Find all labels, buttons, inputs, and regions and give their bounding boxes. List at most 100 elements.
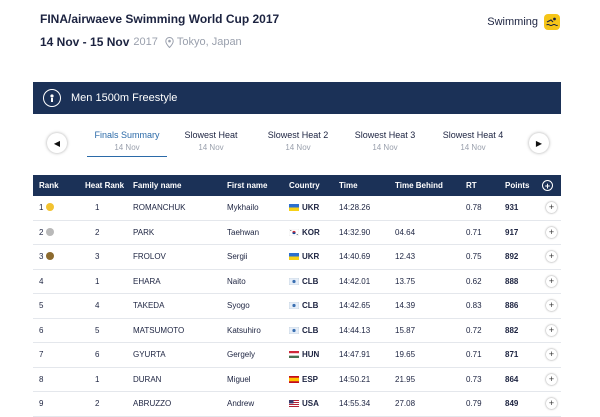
header-expand-all[interactable]: + bbox=[536, 175, 561, 196]
cell-family-name: ROMANCHUK bbox=[127, 196, 221, 221]
cell-first-name: Sergii bbox=[221, 244, 283, 270]
cell-country: CLB bbox=[283, 293, 333, 319]
cell-heat-rank: 1 bbox=[79, 367, 127, 392]
cell-expand[interactable]: + bbox=[536, 269, 561, 294]
plus-icon: + bbox=[546, 226, 557, 238]
chevron-left-icon: ◀ bbox=[53, 138, 61, 148]
cell-rank: 1 bbox=[33, 196, 79, 221]
cell-rank: 2 bbox=[33, 220, 79, 245]
cell-points: 892 bbox=[499, 244, 536, 270]
cell-expand[interactable]: + bbox=[536, 293, 561, 319]
cell-country: HUN bbox=[283, 342, 333, 368]
cell-first-name: Andrew bbox=[221, 391, 283, 417]
cell-expand[interactable]: + bbox=[536, 342, 561, 368]
cell-rt: 0.79 bbox=[460, 391, 499, 417]
medal-icon bbox=[46, 252, 55, 261]
cell-expand[interactable]: + bbox=[536, 367, 561, 392]
cell-country: ESP bbox=[283, 367, 333, 392]
country-flag-icon bbox=[289, 399, 302, 408]
tab-slowest-heat-4[interactable]: Slowest Heat 4 14 Nov bbox=[434, 130, 512, 152]
tab-date: 14 Nov bbox=[198, 143, 224, 152]
cell-heat-rank: 3 bbox=[79, 244, 127, 270]
event-location: Tokyo, Japan bbox=[176, 36, 242, 48]
heat-rank-value: 3 bbox=[95, 252, 100, 262]
tab-label: Finals Summary bbox=[94, 130, 160, 140]
tab-slowest-heat[interactable]: Slowest Heat 14 Nov bbox=[176, 130, 246, 152]
cell-expand[interactable]: + bbox=[536, 220, 561, 245]
table-row[interactable]: 7 6 GYURTA Gergely HUN 14:47.91 19.65 0.… bbox=[33, 342, 561, 368]
table-row[interactable]: 6 5 MATSUMOTO Katsuhiro CLB 14:44.13 15.… bbox=[33, 318, 561, 343]
country-code: CLB bbox=[302, 325, 319, 335]
location-pin-icon bbox=[165, 36, 174, 48]
rank-value: 9 bbox=[39, 399, 44, 409]
cell-family-name: EHARA bbox=[127, 269, 221, 294]
country-code: CLB bbox=[302, 276, 319, 286]
table-header-row: Rank Heat Rank Family name First name Co… bbox=[33, 175, 561, 196]
country-flag-icon bbox=[289, 277, 302, 286]
cell-heat-rank: 4 bbox=[79, 293, 127, 319]
tab-slowest-heat-3[interactable]: Slowest Heat 3 14 Nov bbox=[346, 130, 424, 152]
event-header: FINA/airwaeve Swimming World Cup 2017 14… bbox=[40, 12, 560, 62]
cell-rt: 0.73 bbox=[460, 367, 499, 392]
race-title-bar: Men 1500m Freestyle bbox=[33, 82, 561, 114]
country-code: UKR bbox=[302, 203, 320, 213]
country-flag-icon bbox=[289, 301, 302, 310]
tab-label: Slowest Heat 4 bbox=[442, 130, 504, 140]
tab-slowest-heat-2[interactable]: Slowest Heat 2 14 Nov bbox=[259, 130, 337, 152]
cell-expand[interactable]: + bbox=[536, 244, 561, 270]
cell-first-name: Katsuhiro bbox=[221, 318, 283, 343]
table-row[interactable]: 3 3 FROLOV Sergii UKR 14:40.69 12.43 0.7… bbox=[33, 244, 561, 270]
cell-time: 14:42.65 bbox=[333, 293, 389, 319]
header-heat-rank: Heat Rank bbox=[85, 181, 125, 190]
heat-rank-value: 1 bbox=[95, 276, 100, 286]
cell-expand[interactable]: + bbox=[536, 196, 561, 221]
cell-time-behind: 13.75 bbox=[389, 269, 460, 294]
cell-country: CLB bbox=[283, 318, 333, 343]
header-family-name: Family name bbox=[133, 181, 182, 190]
cell-points: 864 bbox=[499, 367, 536, 392]
plus-icon: + bbox=[546, 324, 557, 336]
sport-label[interactable]: Swimming bbox=[487, 14, 560, 30]
sport-name: Swimming bbox=[487, 16, 538, 28]
plus-icon: + bbox=[546, 202, 557, 214]
heat-tabs: ◀ Finals Summary 14 Nov Slowest Heat 14 … bbox=[33, 122, 561, 170]
cell-points: 886 bbox=[499, 293, 536, 319]
cell-heat-rank: 1 bbox=[79, 196, 127, 221]
tab-finals-summary[interactable]: Finals Summary 14 Nov bbox=[87, 130, 167, 157]
tabs-prev-button[interactable]: ◀ bbox=[47, 133, 67, 153]
cell-rank: 7 bbox=[33, 342, 79, 368]
heat-rank-value: 6 bbox=[95, 350, 100, 360]
tabs-next-button[interactable]: ▶ bbox=[529, 133, 549, 153]
cell-rank: 6 bbox=[33, 318, 79, 343]
table-row[interactable]: 9 2 ABRUZZO Andrew USA 14:55.34 27.08 0.… bbox=[33, 391, 561, 417]
table-row[interactable]: 8 1 DURAN Miguel ESP 14:50.21 21.95 0.73… bbox=[33, 367, 561, 392]
header-time: Time bbox=[339, 181, 358, 190]
tab-date: 14 Nov bbox=[285, 143, 311, 152]
event-dates-location: 14 Nov - 15 Nov 2017 Tokyo, Japan bbox=[40, 35, 560, 49]
cell-heat-rank: 2 bbox=[79, 220, 127, 245]
cell-rt: 0.71 bbox=[460, 342, 499, 368]
country-flag-icon bbox=[289, 375, 302, 384]
cell-time-behind: 12.43 bbox=[389, 244, 460, 270]
cell-time: 14:32.90 bbox=[333, 220, 389, 245]
cell-rank: 5 bbox=[33, 293, 79, 319]
table-row[interactable]: 4 1 EHARA Naito CLB 14:42.01 13.75 0.62 … bbox=[33, 269, 561, 294]
cell-expand[interactable]: + bbox=[536, 391, 561, 417]
plus-icon: + bbox=[546, 300, 557, 312]
cell-first-name: Miguel bbox=[221, 367, 283, 392]
rank-value: 1 bbox=[39, 203, 44, 213]
table-row[interactable]: 1 1 ROMANCHUK Mykhailo UKR 14:28.26 0.78… bbox=[33, 196, 561, 221]
cell-expand[interactable]: + bbox=[536, 318, 561, 343]
country-flag-icon bbox=[289, 252, 302, 261]
cell-country: UKR bbox=[283, 196, 333, 221]
cell-time-behind: 14.39 bbox=[389, 293, 460, 319]
table-row[interactable]: 2 2 PARK Taehwan KOR 14:32.90 04.64 0.71… bbox=[33, 220, 561, 245]
chevron-right-icon: ▶ bbox=[535, 138, 543, 148]
table-row[interactable]: 5 4 TAKEDA Syogo CLB 14:42.65 14.39 0.83… bbox=[33, 293, 561, 319]
country-flag-icon bbox=[289, 350, 302, 359]
person-icon bbox=[43, 89, 61, 107]
country-code: HUN bbox=[302, 350, 320, 360]
country-code: CLB bbox=[302, 301, 319, 311]
cell-first-name: Gergely bbox=[221, 342, 283, 368]
cell-first-name: Syogo bbox=[221, 293, 283, 319]
